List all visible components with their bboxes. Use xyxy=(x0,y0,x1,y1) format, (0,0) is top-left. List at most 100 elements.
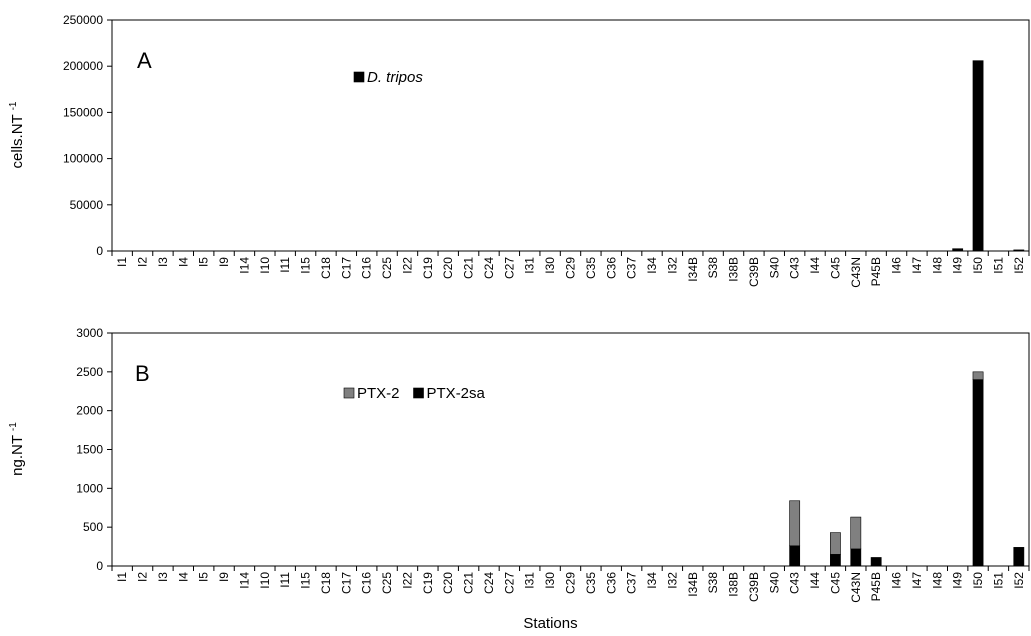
y-axis-title-superscript: -1 xyxy=(8,101,19,110)
x-tick-label: I52 xyxy=(1012,257,1026,274)
bar-ptx-2-c45 xyxy=(830,532,841,555)
x-tick-label: C45 xyxy=(828,572,842,594)
y-tick-label: 50000 xyxy=(70,198,104,212)
x-tick-label: I30 xyxy=(543,257,557,274)
x-tick-label: C19 xyxy=(421,257,435,279)
legend-entry: D. tripos xyxy=(367,69,423,86)
legend-entry: PTX-2sa xyxy=(427,385,486,402)
x-tick-label: I49 xyxy=(951,257,965,274)
x-tick-label: C24 xyxy=(482,572,496,594)
x-tick-label: C39B xyxy=(747,572,761,602)
y-tick-label: 0 xyxy=(96,244,103,258)
x-tick-label: I5 xyxy=(197,257,211,267)
x-tick-label: I14 xyxy=(237,572,251,589)
x-tick-label: I22 xyxy=(400,257,414,274)
x-tick-label: I48 xyxy=(930,572,944,589)
x-tick-label: I44 xyxy=(808,572,822,589)
x-axis-title: Stations xyxy=(523,615,577,632)
x-tick-label: I44 xyxy=(808,257,822,274)
x-tick-label: I52 xyxy=(1012,572,1026,589)
x-tick-label: I51 xyxy=(991,572,1005,589)
x-tick-label: C18 xyxy=(319,572,333,594)
legend-entry: PTX-2 xyxy=(357,385,400,402)
y-tick-label: 2500 xyxy=(76,365,103,379)
x-tick-label: C39B xyxy=(747,257,761,287)
bar-ptx-2sa-i50 xyxy=(972,379,984,567)
plot-frame xyxy=(111,332,1030,567)
legend-swatch xyxy=(353,71,365,83)
x-tick-label: I38B xyxy=(727,257,741,282)
x-tick-label: C43N xyxy=(849,572,863,603)
x-tick-label: I15 xyxy=(299,572,313,589)
bar-ptx-2sa-c43n xyxy=(850,548,862,567)
x-tick-label: C35 xyxy=(584,572,598,594)
y-tick-label: 200000 xyxy=(63,59,103,73)
x-tick-label: S40 xyxy=(767,257,781,279)
x-tick-label: C17 xyxy=(339,257,353,279)
x-tick-label: C43 xyxy=(788,257,802,279)
x-tick-label: I51 xyxy=(991,257,1005,274)
x-tick-label: S38 xyxy=(706,572,720,594)
x-tick-label: C35 xyxy=(584,257,598,279)
panel-label: A xyxy=(137,48,152,73)
y-tick-label: 500 xyxy=(83,520,103,534)
x-tick-label: I30 xyxy=(543,572,557,589)
bar-d-tripos-i52 xyxy=(1013,249,1025,252)
x-tick-label: I32 xyxy=(665,257,679,274)
x-tick-label: P45B xyxy=(869,572,883,601)
x-tick-label: C17 xyxy=(339,572,353,594)
x-tick-label: C19 xyxy=(421,572,435,594)
x-tick-label: C37 xyxy=(625,257,639,279)
x-tick-label: I10 xyxy=(258,257,272,274)
y-tick-label: 100000 xyxy=(63,152,103,166)
x-tick-label: C27 xyxy=(502,257,516,279)
x-tick-label: I34B xyxy=(686,572,700,597)
x-tick-label: C29 xyxy=(564,257,578,279)
x-tick-label: I2 xyxy=(136,257,150,267)
legend-swatch xyxy=(413,387,424,399)
x-tick-label: I9 xyxy=(217,257,231,267)
x-tick-label: P45B xyxy=(869,257,883,286)
x-tick-label: C36 xyxy=(604,257,618,279)
x-tick-label: C24 xyxy=(482,257,496,279)
x-tick-label: I11 xyxy=(278,572,292,588)
x-tick-label: I31 xyxy=(523,257,537,274)
x-tick-label: I3 xyxy=(156,572,170,582)
x-tick-label: C25 xyxy=(380,572,394,594)
x-tick-label: I1 xyxy=(115,572,129,582)
panel-label: B xyxy=(135,361,150,386)
x-tick-label: I14 xyxy=(237,257,251,274)
x-tick-label: C16 xyxy=(360,572,374,594)
x-tick-label: C18 xyxy=(319,257,333,279)
x-tick-label: I38B xyxy=(727,572,741,597)
x-tick-label: I46 xyxy=(890,572,904,589)
x-tick-label: I46 xyxy=(890,257,904,274)
x-tick-label: C16 xyxy=(360,257,374,279)
x-tick-label: I49 xyxy=(951,572,965,589)
x-tick-label: C27 xyxy=(502,572,516,594)
x-tick-label: S38 xyxy=(706,257,720,279)
legend-swatch xyxy=(343,387,355,399)
x-tick-label: C29 xyxy=(564,572,578,594)
bar-ptx-2-c43n xyxy=(850,516,862,550)
bar-ptx-2-i50 xyxy=(972,371,984,380)
y-tick-label: 3000 xyxy=(76,326,103,340)
x-tick-label: I31 xyxy=(523,572,537,589)
x-tick-label: I11 xyxy=(278,257,292,273)
x-tick-label: C43 xyxy=(788,572,802,594)
x-tick-label: C21 xyxy=(462,257,476,279)
x-tick-label: I22 xyxy=(400,572,414,589)
x-tick-label: I2 xyxy=(136,572,150,582)
x-tick-label: C21 xyxy=(462,572,476,594)
x-tick-label: C37 xyxy=(625,572,639,594)
x-tick-label: C20 xyxy=(441,572,455,594)
y-axis-title-superscript: -1 xyxy=(8,422,19,431)
y-axis-title: cells.NT -1 xyxy=(8,101,26,168)
x-tick-label: C43N xyxy=(849,257,863,288)
bar-d-tripos-i49 xyxy=(952,248,964,252)
x-tick-label: I50 xyxy=(971,572,985,589)
y-tick-label: 250000 xyxy=(63,13,103,27)
bar-ptx-2-c43 xyxy=(789,500,801,547)
bar-ptx-2sa-i52 xyxy=(1013,547,1025,567)
